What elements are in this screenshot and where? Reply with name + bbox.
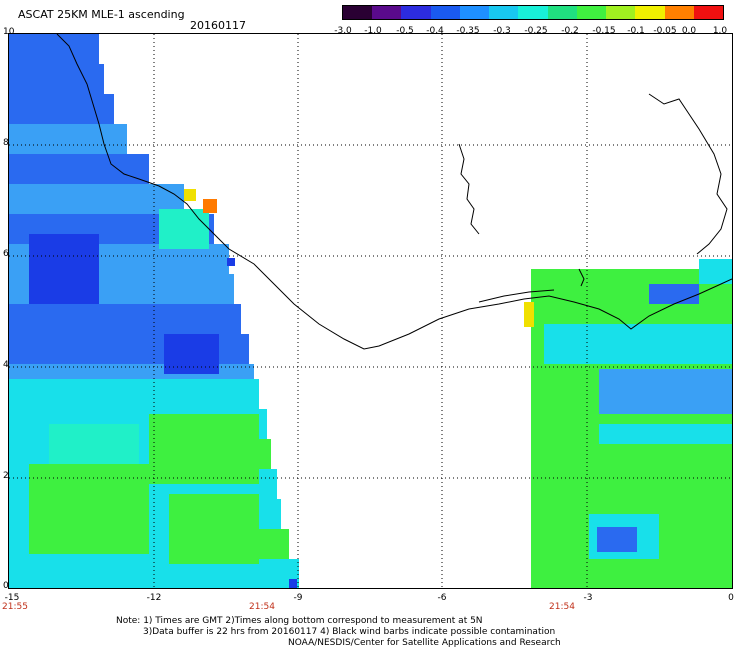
wind-cell xyxy=(29,234,99,304)
colorbar-segment xyxy=(693,6,724,19)
colorbar-label: -0.4 xyxy=(426,26,444,36)
wind-cell xyxy=(599,369,732,414)
wind-cell xyxy=(149,414,259,484)
coastline-islet xyxy=(578,268,585,287)
wind-cell xyxy=(169,494,259,564)
coastline-gulf-of-guinea xyxy=(56,34,732,350)
colorbar-segment xyxy=(664,6,695,19)
lon-tick: -6 xyxy=(437,593,447,603)
wind-cell xyxy=(49,424,139,464)
wind-cell xyxy=(9,154,149,184)
lat-tick: 4 xyxy=(3,360,9,370)
colorbar-segment xyxy=(430,6,461,19)
wind-cell xyxy=(599,424,732,444)
coastline xyxy=(56,34,732,350)
coastline-east xyxy=(648,93,728,255)
wind-cell xyxy=(203,199,217,213)
note-line-1: Note: 1) Times are GMT 2)Times along bot… xyxy=(116,616,483,626)
lat-tick: 2 xyxy=(3,471,9,481)
colorbar xyxy=(342,5,724,20)
colorbar-label: -0.3 xyxy=(493,26,511,36)
wind-field xyxy=(9,34,732,588)
colorbar-segment xyxy=(459,6,490,19)
wind-cell xyxy=(9,64,104,94)
lat-tick: 6 xyxy=(3,249,9,259)
colorbar-label: -0.1 xyxy=(627,26,645,36)
wind-cell xyxy=(9,304,241,334)
pass-time: 21:55 xyxy=(2,602,28,612)
note-line-2: 3)Data buffer is 22 hrs from 20160117 4)… xyxy=(143,627,556,637)
colorbar-label: 0.0 xyxy=(681,26,697,36)
wind-cell xyxy=(9,94,114,124)
colorbar-segment xyxy=(489,6,519,19)
colorbar-label: -0.25 xyxy=(524,26,548,36)
wind-cell xyxy=(159,209,209,249)
coastline-delta xyxy=(478,289,555,303)
colorbar-label: -0.15 xyxy=(592,26,616,36)
wind-cell xyxy=(289,579,297,588)
lat-lon-grid xyxy=(9,34,732,588)
colorbar-labels: -3.0 -1.0 -0.5 -0.4 -0.35 -0.3 -0.25 -0.… xyxy=(330,26,735,38)
chart-title: ASCAT 25KM MLE-1 ascending xyxy=(18,8,185,21)
lon-tick: -12 xyxy=(146,593,162,603)
chart-date: 20160117 xyxy=(190,19,246,32)
lat-tick: 8 xyxy=(3,138,9,148)
colorbar-segment xyxy=(635,6,666,19)
coastline-island-bioko xyxy=(458,143,480,235)
lon-tick: -15 xyxy=(4,593,20,603)
wind-cell xyxy=(184,189,196,201)
map-plot xyxy=(9,34,732,588)
colorbar-segment xyxy=(606,6,636,19)
colorbar-label: -0.05 xyxy=(653,26,677,36)
colorbar-segment xyxy=(372,6,402,19)
wind-cell xyxy=(227,258,235,266)
colorbar-segment xyxy=(576,6,607,19)
lon-tick: 0 xyxy=(728,593,734,603)
colorbar-label: -0.2 xyxy=(561,26,579,36)
colorbar-segment xyxy=(401,6,432,19)
wind-cell xyxy=(569,454,732,524)
colorbar-label: -0.5 xyxy=(396,26,414,36)
wind-cell xyxy=(699,259,732,284)
wind-cell xyxy=(544,324,732,364)
lon-tick: -3 xyxy=(583,593,593,603)
pass-time: 21:54 xyxy=(549,602,575,612)
colorbar-label: -1.0 xyxy=(364,26,382,36)
wind-cell xyxy=(597,527,637,552)
wind-cell xyxy=(649,284,699,304)
colorbar-segment xyxy=(547,6,578,19)
footer-note: Note: 1) Times are GMT 2)Times along bot… xyxy=(116,616,561,649)
lat-tick: 0 xyxy=(3,581,9,591)
colorbar-label: -0.35 xyxy=(456,26,480,36)
colorbar-label: -3.0 xyxy=(334,26,352,36)
wind-cell xyxy=(524,302,534,327)
wind-cell xyxy=(164,334,219,374)
pass-time: 21:54 xyxy=(249,602,275,612)
colorbar-segment xyxy=(518,6,549,19)
colorbar-label: 1.0 xyxy=(712,26,728,36)
note-line-3: NOAA/NESDIS/Center for Satellite Applica… xyxy=(288,638,561,648)
wind-cell xyxy=(9,124,127,154)
wind-cell xyxy=(9,34,99,64)
colorbar-segment xyxy=(343,6,373,19)
lon-tick: -9 xyxy=(293,593,303,603)
wind-cell xyxy=(29,464,149,554)
map-frame xyxy=(8,33,733,589)
wind-cell xyxy=(9,184,184,214)
lat-tick: 10 xyxy=(3,27,15,37)
